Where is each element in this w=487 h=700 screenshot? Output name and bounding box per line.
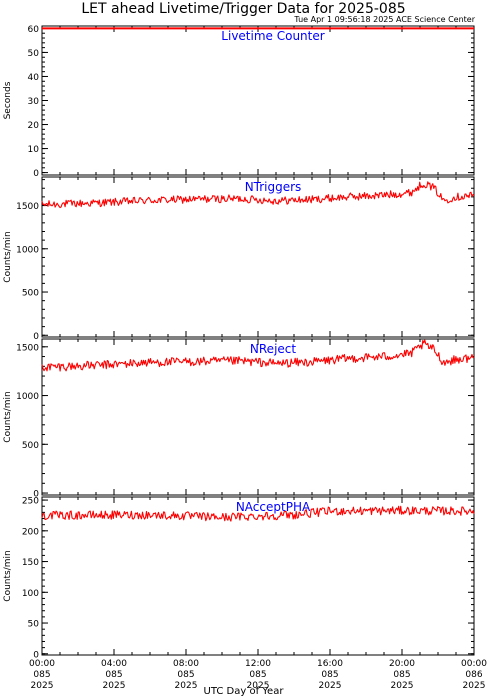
x-tick-label: 2025	[463, 681, 486, 691]
y-tick-label: 1500	[16, 343, 39, 353]
y-tick-label: 100	[22, 589, 39, 599]
series-line-3	[41, 339, 475, 372]
y-tick-label: 0	[33, 490, 39, 500]
y-tick-label: 1000	[16, 392, 39, 402]
panel-frame-4	[41, 496, 475, 656]
y-tick-label: 60	[28, 25, 40, 35]
chart-subtitle: Tue Apr 1 09:56:18 2025 ACE Science Cent…	[294, 15, 475, 24]
series-label: NAcceptPHA	[236, 500, 311, 514]
series-label: NTriggers	[245, 180, 302, 194]
x-tick-label: 00:00	[29, 659, 55, 669]
x-tick-label: 2025	[175, 681, 198, 691]
y-tick-label: 30	[28, 97, 40, 107]
x-tick-label: 12:00	[245, 659, 271, 669]
x-tick-label: 2025	[319, 681, 342, 691]
x-tick-label: 085	[105, 670, 122, 680]
y-axis-label: Counts/min	[3, 391, 13, 442]
y-tick-label: 50	[28, 620, 40, 630]
series-line-4	[41, 505, 475, 522]
y-tick-label: 10	[28, 145, 40, 155]
y-axis-label: Seconds	[3, 81, 13, 119]
y-tick-label: 0	[33, 650, 39, 660]
x-tick-label: 20:00	[389, 659, 415, 669]
x-tick-label: 085	[33, 670, 50, 680]
x-tick-label: 08:00	[173, 659, 199, 669]
x-axis-title: UTC Day of Year	[203, 686, 284, 697]
y-tick-label: 200	[22, 527, 39, 537]
y-tick-label: 20	[28, 121, 40, 131]
y-tick-label: 1500	[16, 202, 39, 212]
x-tick-label: 085	[177, 670, 194, 680]
panel-frame-1	[41, 25, 475, 176]
x-tick-label: 085	[393, 670, 410, 680]
y-axis-label: Counts/min	[3, 550, 13, 601]
x-tick-label: 2025	[247, 681, 270, 691]
x-tick-label: 085	[249, 670, 266, 680]
x-tick-label: 2025	[103, 681, 126, 691]
x-tick-label: 086	[465, 670, 482, 680]
x-tick-label: 16:00	[317, 659, 343, 669]
x-tick-label: 085	[321, 670, 338, 680]
series-line-2	[41, 181, 475, 209]
y-tick-label: 250	[22, 497, 39, 507]
y-axis-label: Counts/min	[3, 231, 13, 282]
y-tick-label: 500	[22, 289, 39, 299]
series-label: NReject	[250, 342, 296, 356]
chart-title: LET ahead Livetime/Trigger Data for 2025…	[81, 1, 406, 17]
x-tick-label: 04:00	[101, 659, 127, 669]
y-tick-label: 40	[28, 73, 40, 83]
y-tick-label: 0	[33, 169, 39, 179]
y-tick-label: 50	[28, 49, 40, 59]
y-tick-label: 500	[22, 441, 39, 451]
x-tick-label: 2025	[31, 681, 54, 691]
y-tick-label: 1000	[16, 245, 39, 255]
x-tick-label: 2025	[391, 681, 414, 691]
series-label: Livetime Counter	[221, 29, 324, 43]
y-tick-label: 150	[22, 558, 39, 568]
x-tick-label: 00:00	[461, 659, 487, 669]
y-tick-label: 0	[33, 332, 39, 342]
